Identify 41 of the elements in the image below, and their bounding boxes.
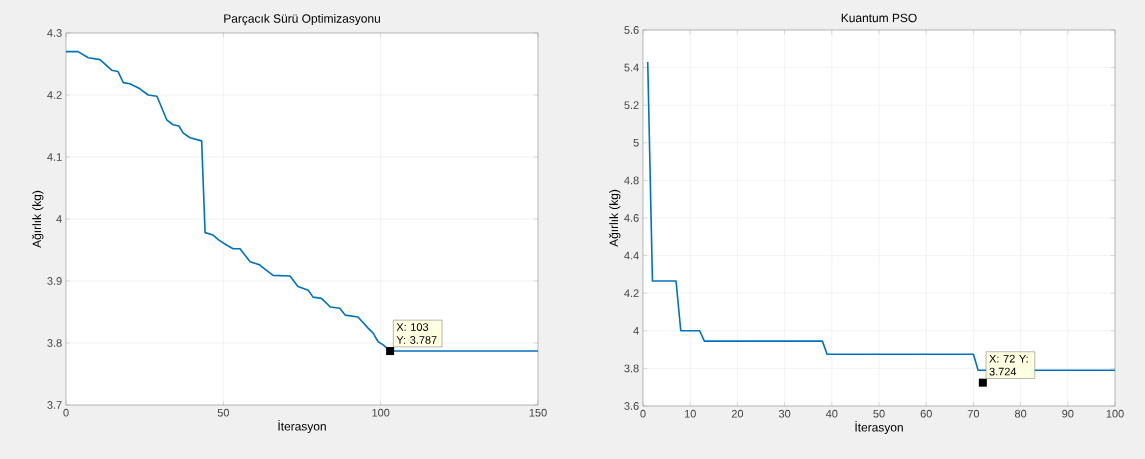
y-tick-label: 3.7 — [47, 401, 62, 409]
y-axis-title: Ağırlık (kg) — [32, 190, 44, 248]
y-tick-label: 4.2 — [47, 91, 62, 99]
x-axis-title: İterasyon — [278, 420, 326, 433]
chart-title: Parçacık Sürü Optimizasyonu — [224, 13, 380, 26]
x-tick-label: 40 — [825, 409, 838, 418]
y-tick-label: 4.2 — [624, 289, 639, 298]
annotation: X: 103 Y: 3.787 — [396, 323, 437, 344]
y-tick-label: 5 — [633, 138, 639, 147]
chart-title: Kuantum PSO — [841, 13, 917, 23]
x-tick-label: 90 — [1062, 409, 1074, 418]
y-tick-label: 4.8 — [624, 176, 639, 185]
x-tick-label: 100 — [1106, 409, 1124, 418]
x-tick-label: 0 — [63, 408, 69, 417]
x-tick-label: 20 — [731, 409, 744, 418]
y-tick-label: 5.2 — [624, 101, 639, 110]
y-tick-label: 4.3 — [47, 29, 62, 37]
x-axis-title: İterasyon — [855, 421, 903, 434]
y-tick-label: 3.6 — [624, 402, 639, 410]
y-tick-label: 4 — [633, 327, 639, 335]
x-tick-label: 150 — [529, 408, 547, 417]
y-tick-label: 3.8 — [624, 364, 639, 373]
y-tick-label: 4.4 — [624, 251, 639, 260]
y-axis-title: Ağırlık (kg) — [609, 189, 621, 247]
y-tick-label: 5.4 — [624, 63, 639, 72]
x-tick-label: 0 — [640, 409, 646, 418]
y-tick-label: 4.6 — [624, 214, 639, 222]
y-tick-label: 3.9 — [47, 277, 62, 285]
x-tick-label: 10 — [684, 409, 696, 418]
y-tick-label: 4 — [56, 215, 62, 223]
x-tick-label: 50 — [873, 409, 885, 418]
x-tick-label: 70 — [967, 409, 980, 418]
x-tick-label: 30 — [778, 409, 791, 418]
y-tick-label: 3.8 — [47, 339, 62, 347]
y-tick-label: 4.1 — [47, 153, 62, 161]
x-tick-label: 60 — [920, 409, 932, 418]
x-tick-label: 80 — [1014, 409, 1027, 418]
x-tick-label: 100 — [372, 408, 390, 417]
y-tick-label: 5.6 — [624, 26, 639, 34]
x-tick-label: 50 — [217, 408, 229, 417]
annotation: X: 72 Y: 3.724 — [989, 354, 1028, 376]
